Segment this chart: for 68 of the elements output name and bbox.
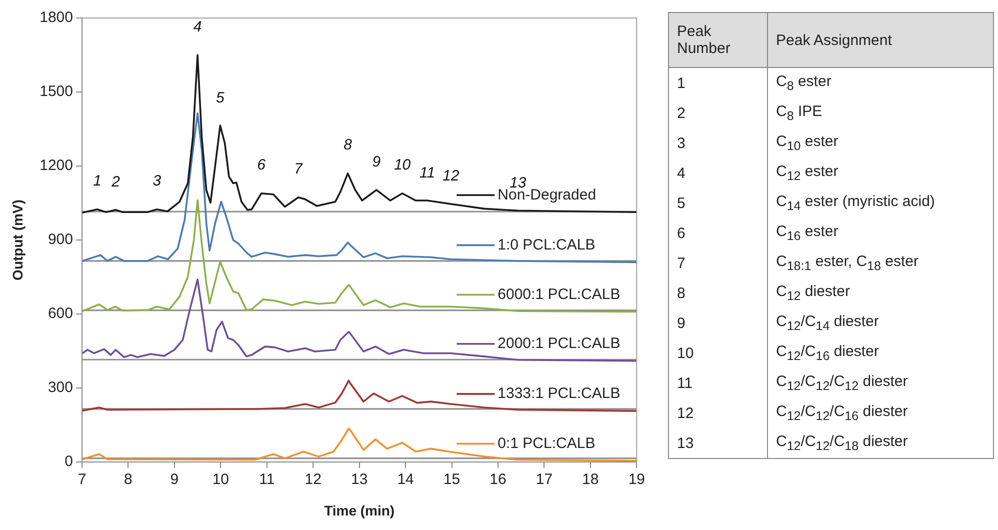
legend-label: 0:1 PCL:CALB [498, 434, 596, 452]
text: C$_{12}$/C$_{12}$/C$_{12}$ diester [768, 368, 994, 398]
text: 12 [668, 398, 768, 428]
annotation: 4 [193, 18, 202, 36]
annotation: 7 [294, 160, 302, 178]
annotation: 8 [344, 136, 352, 154]
text: Peak Assignment [768, 12, 994, 68]
text: 7 [668, 248, 768, 278]
text: C$_{8}$ IPE [768, 98, 994, 128]
x-axis-title: Time (min) [324, 502, 395, 518]
text: C$_{8}$ ester [768, 68, 994, 98]
y-tick-label: 1800 [40, 9, 73, 26]
y-tick-label: 1200 [40, 157, 73, 174]
text: 6 [668, 218, 768, 248]
x-tick-label: 15 [443, 471, 460, 488]
y-tick-label: 1500 [40, 83, 73, 100]
y-tick-label: 900 [48, 231, 73, 248]
text: C$_{12}$ diester [768, 278, 994, 308]
x-tick-label: 17 [536, 471, 553, 488]
text: C$_{14}$ ester (myristic acid) [768, 188, 994, 218]
annotation: 13 [510, 174, 526, 192]
text: C$_{12}$/C$_{14}$ diester [768, 308, 994, 338]
x-tick-label: 16 [490, 471, 506, 488]
x-tick-label: 12 [304, 471, 322, 488]
y-tick-label: 300 [48, 379, 73, 396]
x-tick-label: 14 [397, 471, 414, 488]
legend-label: 1:0 PCL:CALB [498, 236, 596, 254]
text: 5 [668, 188, 768, 218]
x-tick-label: 8 [124, 471, 132, 488]
legend-label: 1333:1 PCL:CALB [498, 385, 620, 402]
text: 10 [668, 338, 768, 368]
y-tick-label: 0 [64, 453, 73, 470]
text: 11 [668, 368, 768, 398]
text: 4 [668, 158, 768, 188]
x-tick-label: 7 [78, 471, 86, 488]
annotation: 10 [394, 156, 411, 174]
text: 8 [668, 278, 768, 308]
text: 1 [668, 68, 768, 98]
y-tick-label: 600 [48, 305, 73, 322]
text: C$_{12}$/C$_{12}$/C$_{18}$ diester [768, 428, 994, 458]
text: C$_{12}$ ester [768, 158, 994, 188]
annotation: 2 [112, 173, 120, 190]
text: C$_{12}$/C$_{12}$/C$_{16}$ diester [768, 398, 994, 428]
text: C$_{12}$/C$_{16}$ diester [768, 338, 994, 368]
x-tick-label: 18 [582, 471, 599, 488]
text: 2 [668, 98, 768, 128]
annotation: 3 [152, 172, 162, 190]
legend-label: 2000:1 PCL:CALB [498, 335, 620, 352]
text: C$_{18:1}$ ester, C$_{18}$ ester [768, 248, 994, 278]
text: C$_{10}$ ester [768, 128, 994, 158]
text: 9 [668, 308, 768, 338]
annotation: 11 [419, 164, 436, 182]
text: 13 [668, 428, 768, 458]
x-tick-label: 10 [212, 471, 230, 488]
text: C$_{16}$ ester [768, 218, 994, 248]
x-tick-label: 11 [259, 471, 275, 488]
text: Peak Number [668, 12, 768, 68]
annotation: 1 [93, 172, 102, 190]
x-tick-label: 9 [170, 471, 179, 488]
annotation: 9 [372, 153, 381, 170]
x-tick-label: 19 [628, 471, 645, 488]
annotation: 6 [257, 156, 266, 174]
x-tick-label: 13 [350, 471, 368, 488]
annotation: 5 [216, 89, 224, 106]
annotation: 12 [442, 167, 460, 184]
text: 3 [668, 128, 768, 158]
legend-label: 6000:1 PCL:CALB [498, 286, 620, 303]
y-axis-title: Output (mV) [9, 200, 26, 280]
